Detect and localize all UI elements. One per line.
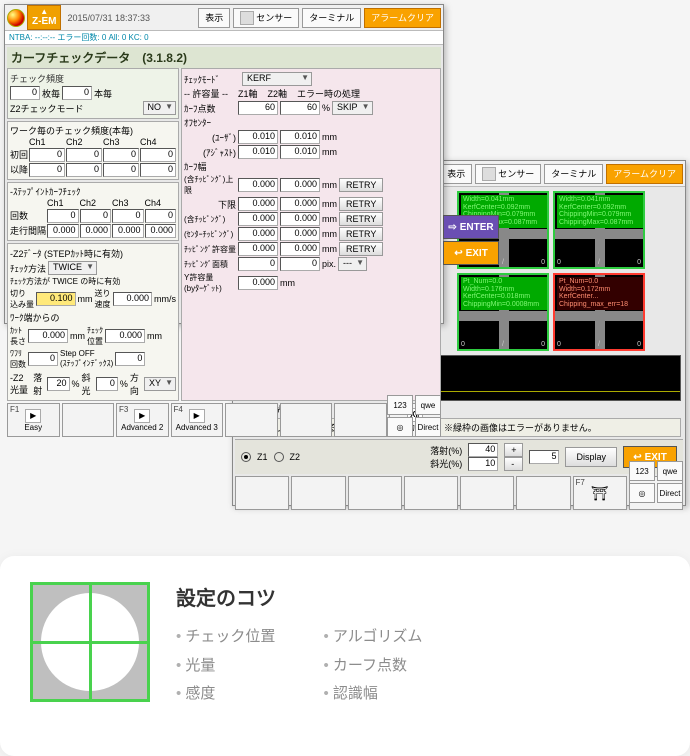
direct-button[interactable]: Direct xyxy=(657,483,683,503)
titlebar: ▲Z-EM 2015/07/31 18:37:33 表示 センサー ターミナル … xyxy=(5,5,443,31)
display-button[interactable]: Display xyxy=(565,447,617,467)
fkey-row: F1 ▶ Easy F3 ▶ Advanced 2 F4 ▶ Advanced … xyxy=(7,403,441,437)
tips-heading: 設定のコツ xyxy=(176,582,422,611)
checkpos-input[interactable]: 0.000 xyxy=(105,329,145,343)
cutlen-input[interactable]: 0.000 xyxy=(28,329,68,343)
sensor-button[interactable]: センサー xyxy=(475,164,541,184)
thumb-3[interactable]: Pt_Num=0.0 Width=0.176mm KerfCenter=0.01… xyxy=(457,273,549,351)
num-kb-button[interactable]: 123 xyxy=(387,395,413,415)
status-line: NTBA: --:--:-- エラー回数: 0 All: 0 KC: 0 xyxy=(5,31,443,45)
keypad-buttons: 123 qwe ◎ Direct xyxy=(387,395,441,437)
thumb-2[interactable]: Width=0.041mm KerfCenter=0.092mm Chippin… xyxy=(553,191,645,269)
keypad-buttons-back: 123 qwe ◎ Direct xyxy=(629,461,683,503)
f7-key[interactable]: F7 ⛩ xyxy=(573,476,627,510)
hon-input[interactable]: 0 xyxy=(62,86,92,100)
kiri-input[interactable]: 0.100 xyxy=(36,292,76,306)
check-freq-panel: チェック頻度 0 枚毎 0 本毎 Z2チェックモード NO xyxy=(7,68,179,119)
kerf-check-window: ▲Z-EM 2015/07/31 18:37:33 表示 センサー ターミナル … xyxy=(4,4,444,324)
z2-shakou-input[interactable]: 0 xyxy=(96,377,118,391)
fkey-row-back: F7 ⛩ xyxy=(235,476,683,510)
minus-button[interactable]: - xyxy=(504,457,523,471)
sansha-input[interactable]: 40 xyxy=(468,443,498,457)
z1-radio[interactable] xyxy=(241,452,251,462)
wafuri-input[interactable]: 0 xyxy=(28,352,58,366)
okuri-input[interactable]: 0.000 xyxy=(113,292,153,306)
section-title: カーフチェックデータ (3.1.8.2) xyxy=(7,47,441,68)
step-input[interactable]: 5 xyxy=(529,450,559,464)
tolerance-panel: ﾁｪｯｸﾓｰﾄﾞ KERF -- 許容量 -- Z1軸 Z2軸 エラー時の処理 … xyxy=(181,68,441,401)
z2-radio[interactable] xyxy=(274,452,284,462)
kerf-action-dd[interactable]: SKIP xyxy=(332,101,373,115)
f4-key[interactable]: F4 ▶ Advanced 3 xyxy=(171,403,224,437)
mai-input[interactable]: 0 xyxy=(10,86,40,100)
step-panel: -ｽﾃｯﾌﾟｲﾝﾄｶｰﾌﾁｪｯｸ Ch1Ch2 Ch3Ch4 回数 00 00 … xyxy=(7,182,179,241)
z2-sansha-input[interactable]: 20 xyxy=(47,377,69,391)
sensor-button[interactable]: センサー xyxy=(233,8,299,28)
alarm-clear-button[interactable]: アラームクリア xyxy=(606,164,683,184)
tips-list-right: アルゴリズム カーフ点数 認識幅 xyxy=(323,623,422,709)
tips-card: 設定のコツ チェック位置 光量 感度 アルゴリズム カーフ点数 認識幅 xyxy=(0,556,690,756)
target-icon[interactable]: ◎ xyxy=(629,483,655,503)
show-button[interactable]: 表示 xyxy=(440,164,472,184)
thumb-4[interactable]: Pt_Num=0.0 Width=0.172mm KerfCenter... C… xyxy=(553,273,645,351)
retry-button[interactable]: RETRY xyxy=(339,178,383,192)
check-method-dropdown[interactable]: TWICE xyxy=(48,261,97,275)
tips-list-left: チェック位置 光量 感度 xyxy=(176,623,275,709)
shakou-input[interactable]: 10 xyxy=(468,457,498,471)
tips-target-icon xyxy=(30,582,150,702)
app-logo-icon xyxy=(7,9,25,27)
thumbnail-grid: Width=0.041mm KerfCenter=0.092mm Chippin… xyxy=(455,189,647,353)
show-button[interactable]: 表示 xyxy=(198,8,230,28)
z2mode-dropdown[interactable]: NO xyxy=(143,101,177,115)
num-kb-button[interactable]: 123 xyxy=(629,461,655,481)
qwe-kb-button[interactable]: qwe xyxy=(657,461,683,481)
f3-key[interactable]: F3 ▶ Advanced 2 xyxy=(116,403,169,437)
z2data-panel: -Z2ﾃﾞｰﾀ (STEPｶｯﾄ時に有効) ﾁｪｯｸ方法 TWICE ﾁｪｯｸ方… xyxy=(7,243,179,401)
enter-button[interactable]: ⇨ENTER xyxy=(443,215,499,239)
timestamp: 2015/07/31 18:37:33 xyxy=(67,13,150,23)
alarm-clear-button[interactable]: アラームクリア xyxy=(364,8,441,28)
qwe-kb-button[interactable]: qwe xyxy=(415,395,441,415)
zem-badge: ▲Z-EM xyxy=(27,5,61,30)
plus-button[interactable]: + xyxy=(504,443,523,457)
checkmode-dropdown[interactable]: KERF xyxy=(242,72,312,86)
stepoff-input[interactable]: 0 xyxy=(115,352,145,366)
terminal-button[interactable]: ターミナル xyxy=(544,164,603,184)
direct-button[interactable]: Direct xyxy=(415,417,441,437)
control-bar: Z1 Z2 落射(%) 斜光(%) 40 10 + - 5 Display ↩E… xyxy=(235,439,683,474)
target-icon[interactable]: ◎ xyxy=(387,417,413,437)
work-freq-panel: ワーク毎のチェック頻度(本毎) Ch1Ch2 Ch3Ch4 初回 00 00 以… xyxy=(7,121,179,180)
direction-dropdown[interactable]: XY xyxy=(144,377,176,391)
exit-button[interactable]: ↩EXIT xyxy=(443,241,499,265)
terminal-button[interactable]: ターミナル xyxy=(302,8,361,28)
f1-key[interactable]: F1 ▶ Easy xyxy=(7,403,60,437)
